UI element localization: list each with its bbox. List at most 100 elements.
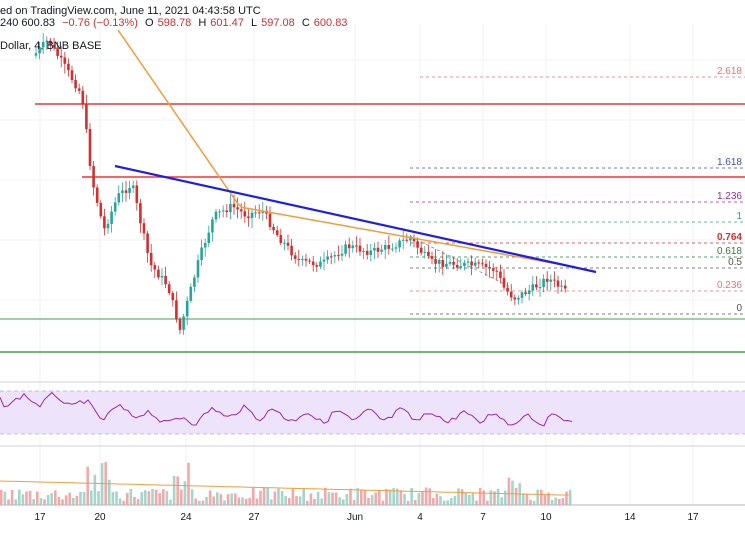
volume-bar xyxy=(50,493,53,505)
ohlc-low-label: L xyxy=(250,17,258,29)
volume-bar xyxy=(360,489,363,505)
candle-body xyxy=(142,223,146,234)
candle-body xyxy=(297,259,301,260)
volume-bar xyxy=(486,500,489,505)
candle-body xyxy=(401,239,405,241)
candle-body xyxy=(95,187,99,203)
volume-bar xyxy=(219,494,223,505)
candle-body xyxy=(301,258,304,260)
x-tick-label: Jun xyxy=(347,512,363,523)
volume-bar xyxy=(46,495,50,505)
volume-bar xyxy=(194,498,197,505)
candle-body xyxy=(67,63,70,71)
candle-body xyxy=(146,233,149,253)
ohlc-row: 240 600.83 −0.76 (−0.13%) O 598.78 H 601.4… xyxy=(0,12,745,36)
volume-bar xyxy=(226,494,230,505)
chart-header: ed on TradingView.com, June 11, 2021 04:… xyxy=(0,0,745,24)
x-tick-label: 14 xyxy=(624,512,636,523)
candle-body xyxy=(178,319,182,330)
candle-body xyxy=(254,212,257,214)
ohlc-close-value: 600.83 xyxy=(313,17,348,29)
volume-bar xyxy=(496,488,500,505)
volume-bar xyxy=(18,489,21,505)
volume-bar xyxy=(316,491,320,505)
fib-level-label: 0.618 xyxy=(717,246,742,257)
volume-bar xyxy=(302,488,305,505)
candle-body xyxy=(218,211,221,213)
ohlc-close-label: C xyxy=(301,17,310,29)
candle-body xyxy=(477,262,481,264)
volume-bar xyxy=(64,495,68,505)
candle-body xyxy=(531,284,535,291)
volume-bar xyxy=(72,497,75,505)
fib-level-label: 1.618 xyxy=(717,157,742,168)
volume-bar xyxy=(378,490,381,505)
candle-body xyxy=(52,45,56,48)
candle-body xyxy=(419,247,423,253)
volume-bar xyxy=(277,488,280,505)
volume-bar xyxy=(201,500,205,505)
candle-body xyxy=(257,212,261,214)
candle-body xyxy=(506,287,509,292)
volume-bar xyxy=(255,498,259,505)
volume-bar xyxy=(554,497,557,505)
candle-body xyxy=(45,40,49,42)
candle-body xyxy=(488,267,491,269)
candle-body xyxy=(344,244,347,254)
volume-bar xyxy=(536,489,539,505)
volume-bar xyxy=(144,490,147,505)
price-change: −0.76 (−0.13%) xyxy=(62,17,138,29)
volume-bar xyxy=(313,498,316,505)
candle-body xyxy=(182,316,185,330)
candle-body xyxy=(470,261,473,266)
candle-body xyxy=(383,245,387,250)
volume-bar xyxy=(547,492,550,505)
volume-bar xyxy=(208,490,212,505)
candle-body xyxy=(185,300,189,317)
volume-bar xyxy=(223,500,226,505)
candle-body xyxy=(517,297,520,300)
candle-body xyxy=(495,270,499,272)
volume-bar xyxy=(342,499,345,505)
volume-bar xyxy=(529,499,532,505)
volume-bar xyxy=(151,489,154,505)
candle-body xyxy=(556,280,560,287)
candle-body xyxy=(221,210,225,212)
candle-body xyxy=(358,245,362,252)
volume-bar xyxy=(270,499,273,505)
fib-level-label: 0.764 xyxy=(717,232,742,243)
candle-body xyxy=(430,256,434,259)
volume-bar xyxy=(414,500,417,505)
volume-bar xyxy=(280,490,284,505)
volume-bar xyxy=(500,497,503,505)
candle-body xyxy=(326,256,329,260)
x-tick-label: 4 xyxy=(417,512,423,523)
volume-bar xyxy=(205,496,208,505)
volume-bar xyxy=(136,499,140,505)
candle-body xyxy=(239,209,243,212)
candle-body xyxy=(412,238,416,242)
volume-bar xyxy=(421,492,424,505)
candle-body xyxy=(445,263,448,267)
volume-bar xyxy=(507,477,511,505)
volume-bar xyxy=(464,492,467,505)
candle-body xyxy=(319,261,322,267)
candle-body xyxy=(56,47,59,56)
candle-body xyxy=(85,104,88,130)
x-tick-labels: 17 20 24 27 Jun 4 7 10 14 17 xyxy=(34,512,699,523)
volume-bar xyxy=(291,488,295,505)
candle-body xyxy=(333,255,337,257)
fib-level-label: 0.236 xyxy=(717,280,742,291)
candle-body xyxy=(545,278,549,282)
candle-body xyxy=(524,292,527,294)
volume-bar xyxy=(0,490,3,505)
volume-bars xyxy=(0,462,572,505)
volume-bar xyxy=(453,495,457,505)
candle-body xyxy=(268,213,272,227)
candle-body xyxy=(286,242,290,246)
candle-body xyxy=(214,211,218,220)
volume-bar xyxy=(75,496,79,505)
volume-bar xyxy=(475,500,478,505)
volume-bar xyxy=(234,493,237,505)
